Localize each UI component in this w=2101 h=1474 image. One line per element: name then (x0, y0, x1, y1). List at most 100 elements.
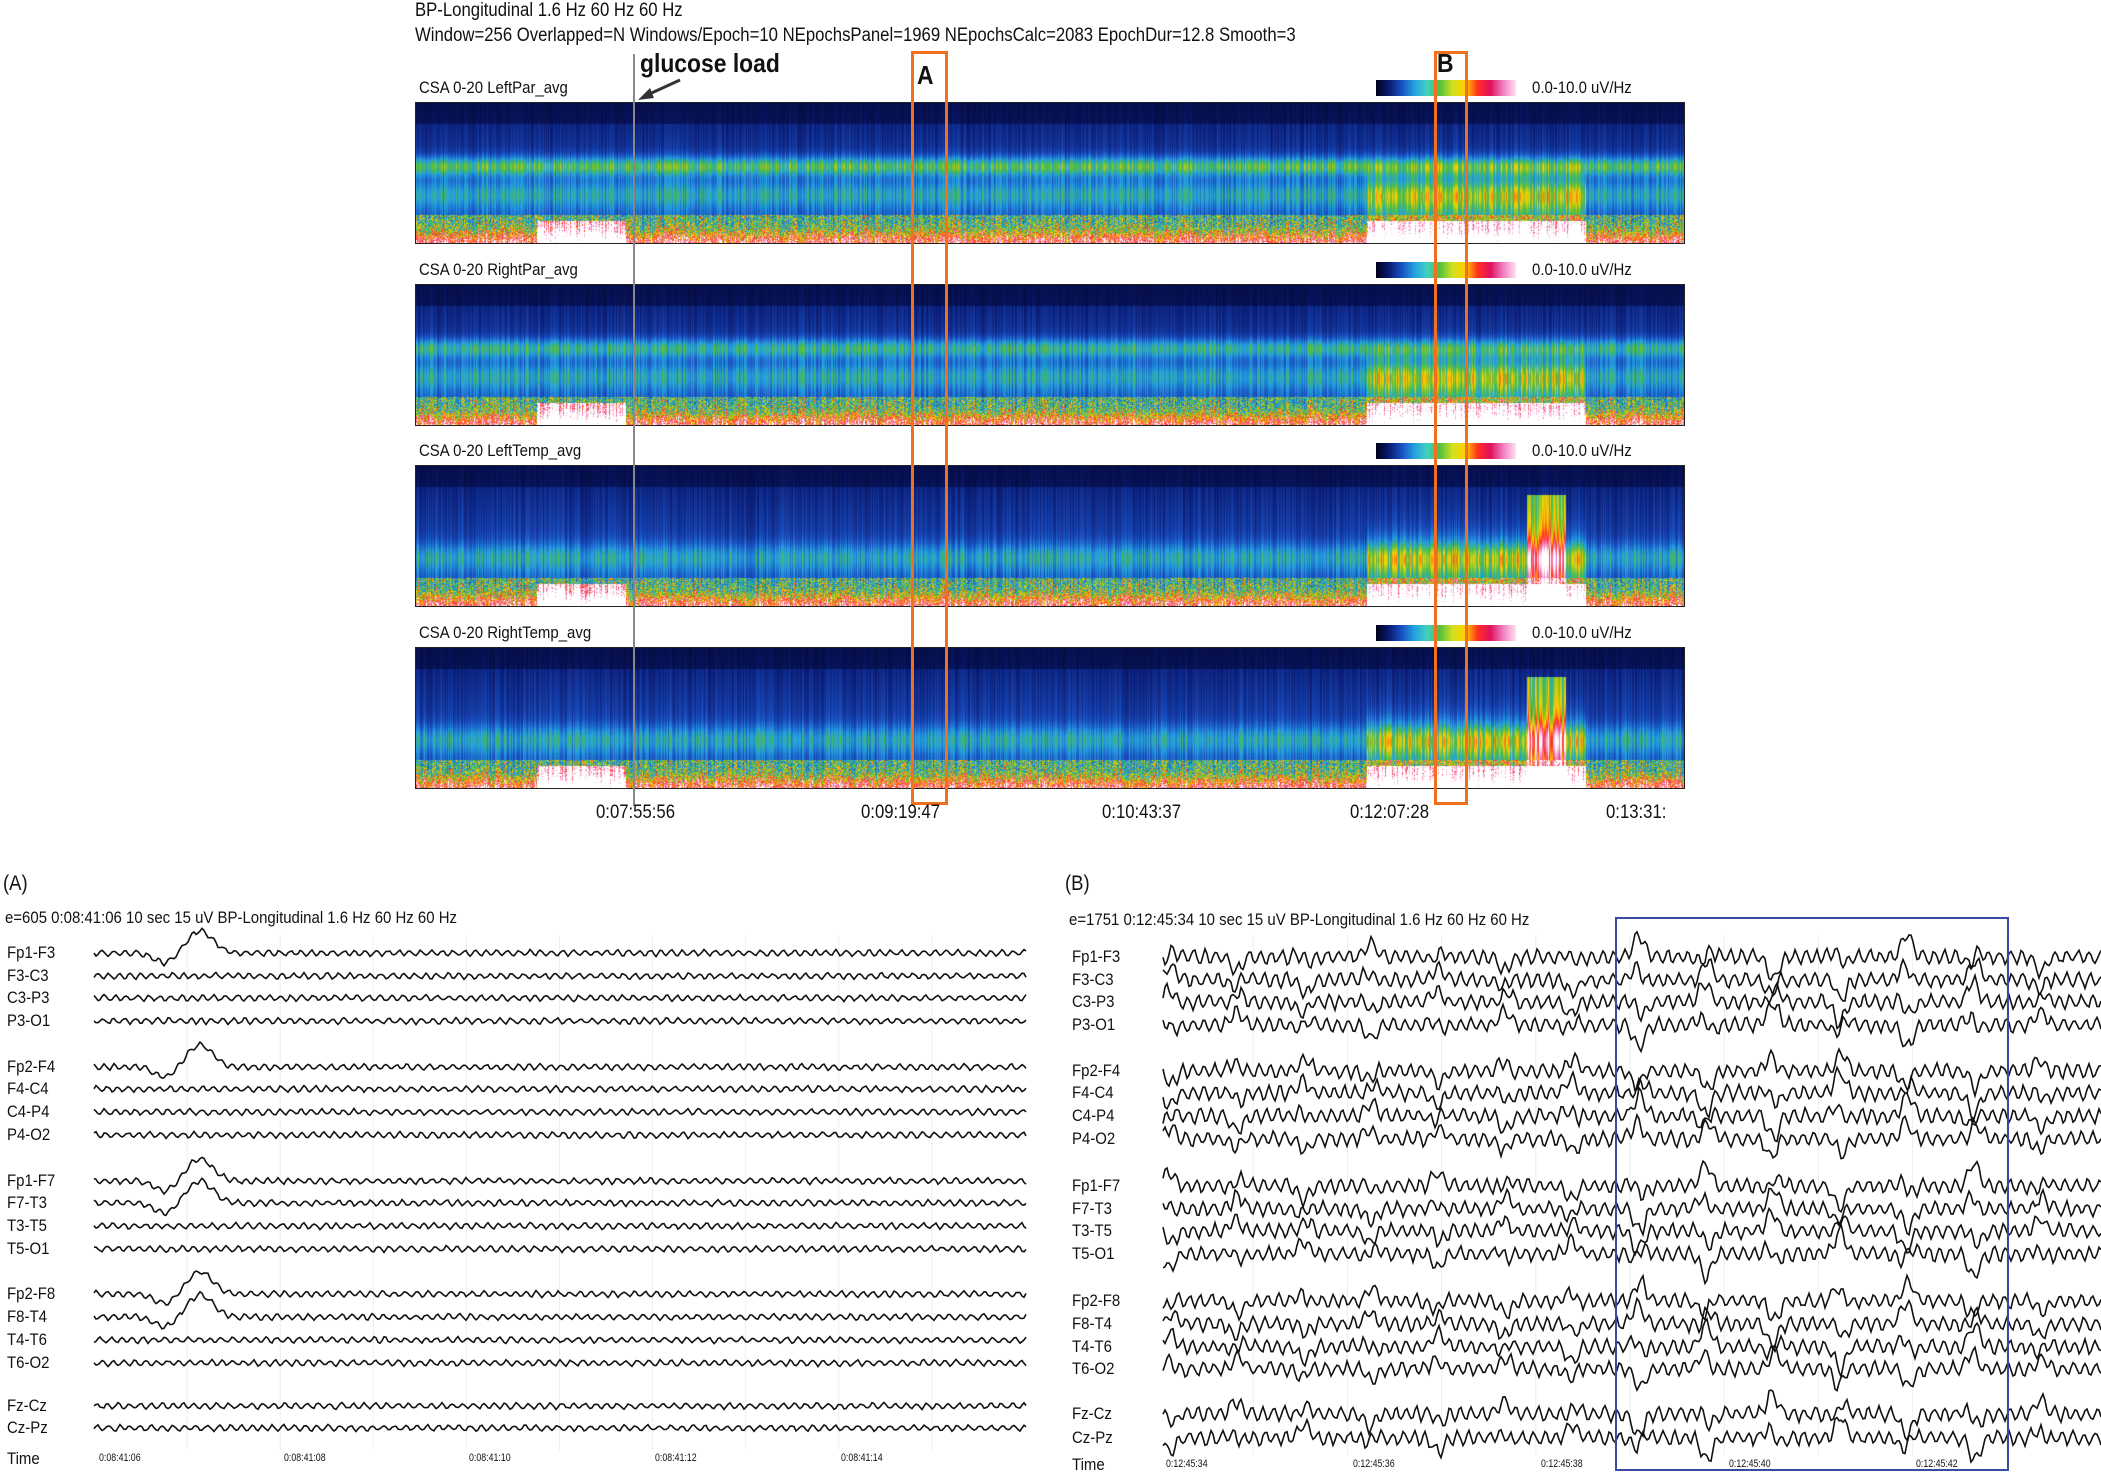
eeg-a-trace (93, 1156, 1027, 1196)
eeg-b-trace (1162, 1317, 2101, 1380)
eeg-a-trace (93, 993, 1027, 1003)
eeg-b-trace (1162, 1342, 2101, 1393)
eeg-b-time-tick: 0:12:45:40 (1729, 1458, 1771, 1470)
eeg-a-trace (93, 1290, 1027, 1330)
eeg-a-channel-label: F8-T4 (7, 1307, 47, 1326)
eeg-b-time-label: Time (1072, 1455, 1105, 1474)
csa-spectrogram (415, 647, 1685, 789)
eeg-b-trace (1162, 1159, 2101, 1214)
csa-header-line2: Window=256 Overlapped=N Windows/Epoch=10… (415, 25, 1296, 46)
eeg-b-channel-label: P4-O2 (1072, 1129, 1116, 1148)
eeg-b-trace (1162, 930, 2101, 981)
eeg-b-channel-label: F4-C4 (1072, 1083, 1114, 1102)
eeg-b-trace (1162, 1416, 2101, 1464)
csa-header-line1: BP-Longitudinal 1.6 Hz 60 Hz 60 Hz (415, 0, 683, 21)
eeg-a-channel-label: Fp2-F4 (7, 1057, 56, 1076)
eeg-b-channel-label: T4-T6 (1072, 1337, 1112, 1356)
highlight-box (1615, 917, 2009, 1471)
eeg-a-channel-label: T6-O2 (7, 1353, 50, 1372)
eeg-b-trace (1162, 1389, 2101, 1442)
eeg-a-trace (93, 1016, 1027, 1026)
eeg-a-trace (93, 1221, 1027, 1231)
eeg-b-channel-label: C4-P4 (1072, 1106, 1115, 1125)
eeg-b-channel-label: T3-T5 (1072, 1221, 1112, 1240)
eeg-a-channel-label: Fp2-F8 (7, 1284, 56, 1303)
csa-panel-label: CSA 0-20 RightPar_avg (419, 260, 578, 279)
eeg-a-time-label: Time (7, 1449, 40, 1468)
eeg-a-trace (93, 971, 1027, 981)
eeg-a-trace (93, 927, 1027, 968)
eeg-b-trace (1162, 1207, 2101, 1257)
eeg-b-trace (1162, 1047, 2101, 1099)
eeg-a-channel-label: F3-C3 (7, 966, 49, 985)
eeg-b-trace (1162, 972, 2101, 1030)
eeg-a-trace (93, 1106, 1027, 1117)
csa-scale-label: 0.0-10.0 uV/Hz (1532, 623, 1632, 642)
eeg-a-trace (93, 1130, 1027, 1140)
eeg-a-trace (93, 1040, 1027, 1079)
glucose-load-line (633, 54, 635, 806)
eeg-b-trace (1162, 1000, 2101, 1054)
eeg-a-time-tick: 0:08:41:06 (99, 1452, 141, 1464)
eeg-a-trace (93, 1335, 1027, 1345)
colorbar (1376, 443, 1516, 459)
eeg-b-trace (1162, 1065, 2101, 1125)
csa-time-tick: 0:13:31: (1606, 802, 1667, 823)
eeg-a-channel-label: T4-T6 (7, 1330, 47, 1349)
panel-b-label: (B) (1065, 872, 1090, 895)
eeg-a-time-tick: 0:08:41:08 (284, 1452, 326, 1464)
eeg-a-channel-label: Cz-Pz (7, 1418, 48, 1437)
csa-scale-label: 0.0-10.0 uV/Hz (1532, 441, 1632, 460)
eeg-b-time-tick: 0:12:45:42 (1916, 1458, 1958, 1470)
csa-spectrogram (415, 465, 1685, 607)
eeg-b-channel-label: F8-T4 (1072, 1314, 1112, 1333)
eeg-b-channel-label: P3-O1 (1072, 1015, 1116, 1034)
colorbar (1376, 262, 1516, 278)
eeg-a-header: e=605 0:08:41:06 10 sec 15 uV BP-Longitu… (5, 908, 458, 927)
eeg-a-channel-label: T3-T5 (7, 1216, 47, 1235)
eeg-b-channel-label: F7-T3 (1072, 1199, 1112, 1218)
eeg-a-channel-label: C4-P4 (7, 1102, 50, 1121)
eeg-b-channel-label: T5-O1 (1072, 1244, 1115, 1263)
eeg-b-trace (1162, 1273, 2101, 1322)
eeg-b-trace (1162, 1221, 2101, 1286)
colorbar (1376, 625, 1516, 641)
csa-time-tick: 0:12:07:28 (1350, 802, 1430, 823)
csa-time-tick: 0:10:43:37 (1102, 802, 1182, 823)
eeg-b-time-tick: 0:12:45:34 (1166, 1458, 1208, 1470)
eeg-b-channel-label: Fz-Cz (1072, 1404, 1112, 1423)
eeg-a-channel-label: C3-P3 (7, 988, 50, 1007)
eeg-a-trace (93, 1177, 1027, 1217)
eeg-b-channel-label: Fp1-F3 (1072, 947, 1121, 966)
eeg-a-time-tick: 0:08:41:14 (841, 1452, 883, 1464)
eeg-b-channel-label: F3-C3 (1072, 970, 1114, 989)
eeg-b-header: e=1751 0:12:45:34 10 sec 15 uV BP-Longit… (1069, 910, 1530, 929)
csa-panel-label: CSA 0-20 RightTemp_avg (419, 623, 592, 642)
eeg-a-channel-label: Fz-Cz (7, 1396, 47, 1415)
eeg-a-trace (93, 1423, 1027, 1433)
eeg-a-channel-label: Fp1-F3 (7, 943, 56, 962)
colorbar (1376, 80, 1516, 96)
eeg-a-trace (93, 1358, 1027, 1369)
marker-b-label: B (1437, 48, 1454, 78)
eeg-a-channel-label: T5-O1 (7, 1239, 50, 1258)
eeg-b-channel-label: C3-P3 (1072, 992, 1115, 1011)
csa-time-tick: 0:09:19:47 (861, 802, 941, 823)
eeg-b-trace (1162, 1187, 2101, 1238)
eeg-b-trace (1162, 1296, 2101, 1352)
csa-time-tick: 0:07:55:56 (596, 802, 676, 823)
glucose-load-label: glucose load (640, 48, 780, 78)
eeg-b-channel-label: T6-O2 (1072, 1359, 1115, 1378)
eeg-a-channel-label: F4-C4 (7, 1079, 49, 1098)
csa-spectrogram (415, 284, 1685, 426)
csa-scale-label: 0.0-10.0 uV/Hz (1532, 260, 1632, 279)
eeg-b-trace (1162, 1112, 2101, 1160)
eeg-b-channel-label: Fp2-F8 (1072, 1291, 1121, 1310)
eeg-b-channel-label: Fp1-F7 (1072, 1176, 1121, 1195)
csa-panel-label: CSA 0-20 LeftPar_avg (419, 78, 568, 97)
eeg-a-channel-label: Fp1-F7 (7, 1171, 56, 1190)
eeg-b-channel-label: Cz-Pz (1072, 1428, 1113, 1447)
csa-scale-label: 0.0-10.0 uV/Hz (1532, 78, 1632, 97)
csa-spectrogram (415, 102, 1685, 244)
